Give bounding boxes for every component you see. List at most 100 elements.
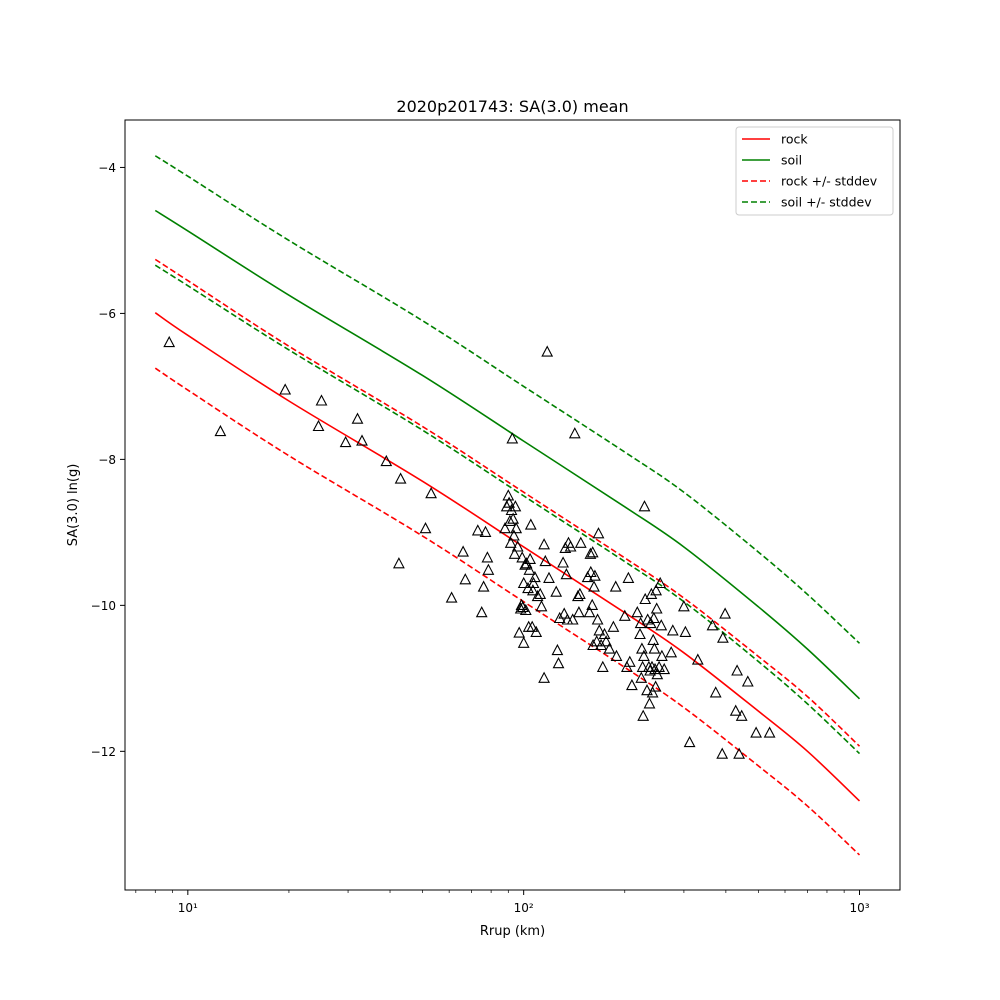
observed-point [587,638,600,651]
observed-point [719,607,732,619]
x-tick-label: 10³ [849,901,869,915]
observed-point [163,335,176,348]
observed-point [503,514,516,526]
y-tick-label: −12 [91,745,116,759]
observed-point [517,636,530,648]
observed-point [649,680,662,692]
observed-point [603,642,616,654]
series-line-soil-stddev-5 [154,264,861,755]
legend-label: rock [781,132,808,147]
observed-point [607,620,620,632]
observed-point [683,735,696,748]
observed-point [571,589,584,602]
observed-point [530,625,543,637]
observed-point [646,660,658,672]
observed-point [716,631,729,643]
observed-point [568,427,581,439]
observed-point [551,643,564,656]
observed-point [531,589,544,602]
observed-point [312,419,325,432]
observed-point [524,552,537,564]
observed-point [635,671,648,683]
observed-point [538,671,551,683]
observed-point [653,660,666,672]
observed-point [526,620,539,632]
observed-point [588,569,601,581]
legend-box [735,126,894,216]
observed-point [650,602,663,614]
observed-point [507,529,520,541]
observed-point [665,646,678,658]
observed-point [394,472,407,484]
observed-point [636,660,649,672]
observed-point [503,496,516,508]
x-axis-label: Rrup (km) [480,924,545,939]
observed-point [539,554,552,567]
observed-point [618,609,631,621]
observed-point [609,580,622,592]
observed-point [643,697,656,709]
observed-point [641,684,653,696]
observed-point [564,540,577,552]
observed-point [631,606,644,618]
observed-point [528,570,541,583]
y-tick-label: −4 [98,161,116,175]
y-tick-label: −6 [98,307,116,321]
observed-point [356,434,368,446]
observed-point [457,545,470,557]
observed-point [625,678,638,691]
observed-point [637,709,650,721]
series-line-soil-1 [154,209,861,700]
observed-point [600,635,613,647]
observed-point [731,664,744,676]
observed-point [574,536,587,548]
observed-point [471,524,484,536]
observed-point [655,649,668,661]
observed-point [590,635,603,647]
series-line-rock-stddev-3 [154,367,861,856]
observed-point [511,540,524,552]
observed-point [514,602,527,614]
observed-point [380,454,393,467]
observed-point [637,649,650,661]
observed-point [510,522,523,534]
observed-point [534,587,547,599]
series-lines [154,155,861,856]
observed-point [499,522,511,534]
observed-point [527,576,540,589]
observed-point [586,546,599,558]
observed-point [588,580,600,592]
observed-point [516,551,529,563]
observed-point [339,435,352,448]
observed-point [716,747,729,759]
observed-point [552,657,565,669]
observed-point [648,642,661,654]
observed-point [535,600,548,612]
observed-point [557,556,570,568]
observed-point [315,394,328,406]
legend-label: soil [781,153,802,168]
observed-point [666,624,679,636]
legend-label: soil +/- stddev [781,195,872,210]
observed-point [526,584,539,596]
observed-point [733,747,746,759]
observed-point [646,686,659,698]
observed-point [543,571,555,583]
observed-point [459,573,472,585]
x-tick-label: 10² [514,901,534,915]
observed-point [596,660,609,672]
y-axis: −4 −6 −8 −10 −12 [91,161,125,759]
y-tick-label: −8 [98,453,116,467]
observed-point [584,565,597,578]
observed-point [479,525,492,537]
observed-point [750,726,763,738]
observed-point [482,563,495,575]
plot-area [124,119,901,891]
observed-point [709,686,722,698]
x-tick-label: 10¹ [178,901,198,915]
series-line-soil-stddev-4 [154,155,861,644]
observed-point [481,551,494,563]
observed-point [573,587,586,599]
observed-point [729,704,742,716]
